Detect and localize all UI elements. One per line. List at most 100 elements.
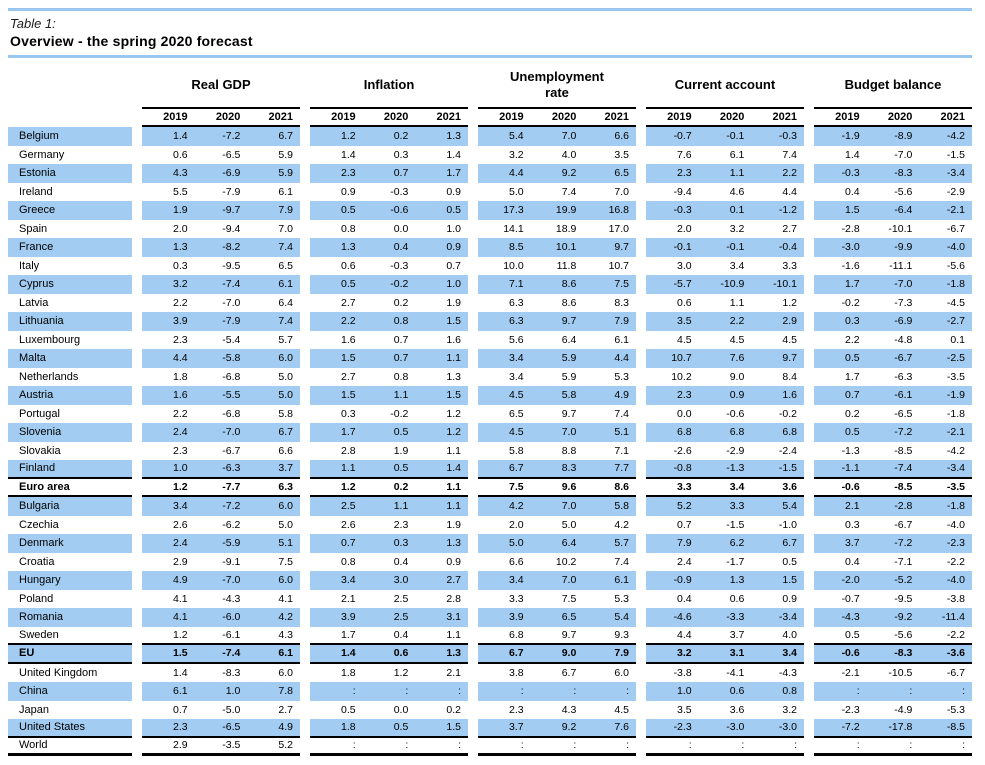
cell-group: 1.0 0.6 0.8 xyxy=(646,682,804,701)
cell-value: 1.2 xyxy=(341,130,356,143)
cell-value: 1.1 xyxy=(393,500,409,513)
cell-group: 1.5 1.1 1.5 xyxy=(310,386,468,405)
cell-value: 6.8 xyxy=(729,426,745,439)
year-header: 2021 xyxy=(772,111,797,123)
cell-value: -3.0 xyxy=(841,241,860,254)
cell-value: 9.6 xyxy=(561,480,577,493)
cell-value: 2.3 xyxy=(677,389,692,402)
cell-group: 1.5 -6.4 -2.1 xyxy=(814,201,972,220)
cell-value: : xyxy=(688,739,692,752)
cell-value: 3.2 xyxy=(173,278,188,291)
page-title: Overview - the spring 2020 forecast xyxy=(10,33,253,49)
cell-value: -5.6 xyxy=(894,628,913,641)
cell-value: 5.2 xyxy=(677,500,692,513)
cell-value: -6.1 xyxy=(894,389,913,402)
cell-value: -2.3 xyxy=(946,537,965,550)
table-row: Malta 4.4 -5.8 6.0 1.5 0.7 1.1 3.4 5.9 4.4 10.7 7.6… xyxy=(8,349,972,368)
cell-group: -2.1 -10.5 -6.7 xyxy=(814,664,972,683)
cell-value: 7.0 xyxy=(561,426,577,439)
cell-value: -2.1 xyxy=(841,666,860,679)
table-row: EU 1.5 -7.4 6.1 1.4 0.6 1.3 6.7 9.0 7.9 3.2 3.1 3.4 -… xyxy=(8,645,972,664)
cell-value: -6.1 xyxy=(222,628,241,641)
cell-value: -6.2 xyxy=(222,518,241,531)
row-label: Luxembourg xyxy=(19,333,81,346)
row-label: China xyxy=(8,682,132,701)
cell-value: 8.6 xyxy=(614,480,629,493)
cell-value: -11.1 xyxy=(889,259,913,272)
row-label: Finland xyxy=(8,460,132,479)
cell-group: 2.0 5.0 4.2 xyxy=(478,516,636,535)
cell-value: 5.8 xyxy=(509,444,524,457)
cell-value: -4.8 xyxy=(894,333,913,346)
cell-value: 5.9 xyxy=(561,352,577,365)
cell-group: 3.8 6.7 6.0 xyxy=(478,664,636,683)
cell-group: 3.4 -7.2 6.0 xyxy=(142,497,300,516)
year-header-row: 2019 2020 2021 2019 2020 2021 2019 2020 2021 2019… xyxy=(8,107,972,127)
cell-value: 3.8 xyxy=(509,666,524,679)
cell-value: 0.8 xyxy=(341,555,356,568)
cell-value: 2.3 xyxy=(393,518,409,531)
cell-value: 6.6 xyxy=(509,555,524,568)
cell-value: -5.0 xyxy=(222,703,241,716)
cell-value: -7.2 xyxy=(841,721,860,734)
cell-value: 1.1 xyxy=(729,296,745,309)
cell-value: 4.5 xyxy=(509,426,524,439)
cell-value: : xyxy=(458,685,461,698)
cell-group: -0.3 -8.3 -3.4 xyxy=(814,164,972,183)
cell-value: : xyxy=(626,685,629,698)
cell-value: 2.5 xyxy=(393,592,409,605)
cell-value: 3.4 xyxy=(173,500,188,513)
year-header: 2019 xyxy=(163,111,188,123)
cell-value: -1.9 xyxy=(946,389,965,402)
cell-value: 0.0 xyxy=(393,222,409,235)
cell-value: 2.3 xyxy=(173,333,188,346)
cell-group: 1.5 0.7 1.1 xyxy=(310,349,468,368)
cell-value: 17.3 xyxy=(503,204,524,217)
cell-group: 1.8 0.5 1.5 xyxy=(310,719,468,738)
row-label: World xyxy=(8,738,132,756)
row-label: Portugal xyxy=(19,407,60,420)
cell-group: 4.5 5.8 4.9 xyxy=(478,386,636,405)
cell-value: 0.5 xyxy=(341,204,356,217)
cell-group: 1.5 -7.4 6.1 xyxy=(142,645,300,664)
cell-value: 1.5 xyxy=(341,352,356,365)
cell-value: 3.4 xyxy=(782,647,797,660)
cell-value: 5.3 xyxy=(614,592,629,605)
cell-value: 5.0 xyxy=(509,537,524,550)
cell-value: -2.1 xyxy=(946,204,965,217)
cell-value: -7.0 xyxy=(222,574,241,587)
cell-value: 7.4 xyxy=(614,407,629,420)
cell-value: 1.8 xyxy=(341,721,356,734)
cell-value: -1.8 xyxy=(946,407,965,420)
cell-value: 5.1 xyxy=(278,537,293,550)
cell-value: 5.8 xyxy=(614,500,629,513)
table-row: Portugal 2.2 -6.8 5.8 0.3 -0.2 1.2 6.5 9.7 7.4 0.0… xyxy=(8,405,972,424)
cell-group: 0.5 -7.2 -2.1 xyxy=(814,423,972,442)
cell-group: 7.1 8.6 7.5 xyxy=(478,275,636,294)
cell-value: -1.8 xyxy=(946,500,965,513)
cell-group: 0.6 1.1 1.2 xyxy=(646,294,804,313)
row-label: Latvia xyxy=(19,296,49,309)
cell-value: 0.9 xyxy=(446,241,461,254)
cell-value: 1.2 xyxy=(446,426,461,439)
cell-value: 1.1 xyxy=(446,480,461,493)
cell-value: -5.7 xyxy=(673,278,692,291)
cell-value: 10.0 xyxy=(503,259,524,272)
cell-value: -6.4 xyxy=(894,204,913,217)
cell-value: 10.7 xyxy=(608,259,629,272)
row-label: Netherlands xyxy=(19,370,79,383)
cell-group: 2.3 -6.5 4.9 xyxy=(142,719,300,738)
cell-group: 2.2 -4.8 0.1 xyxy=(814,331,972,350)
cell-group: 4.5 4.5 4.5 xyxy=(646,331,804,350)
cell-value: 5.7 xyxy=(614,537,629,550)
cell-group: 1.3 -8.2 7.4 xyxy=(142,238,300,257)
cell-group: 3.7 -7.2 -2.3 xyxy=(814,534,972,553)
cell-value: -2.2 xyxy=(946,555,965,568)
cell-value: 5.9 xyxy=(561,370,577,383)
cell-value: -7.2 xyxy=(222,130,241,143)
cell-value: -8.9 xyxy=(894,130,913,143)
cell-group: 0.7 -1.5 -1.0 xyxy=(646,516,804,535)
cell-value: -6.9 xyxy=(894,315,913,328)
cell-value: -8.3 xyxy=(222,666,241,679)
